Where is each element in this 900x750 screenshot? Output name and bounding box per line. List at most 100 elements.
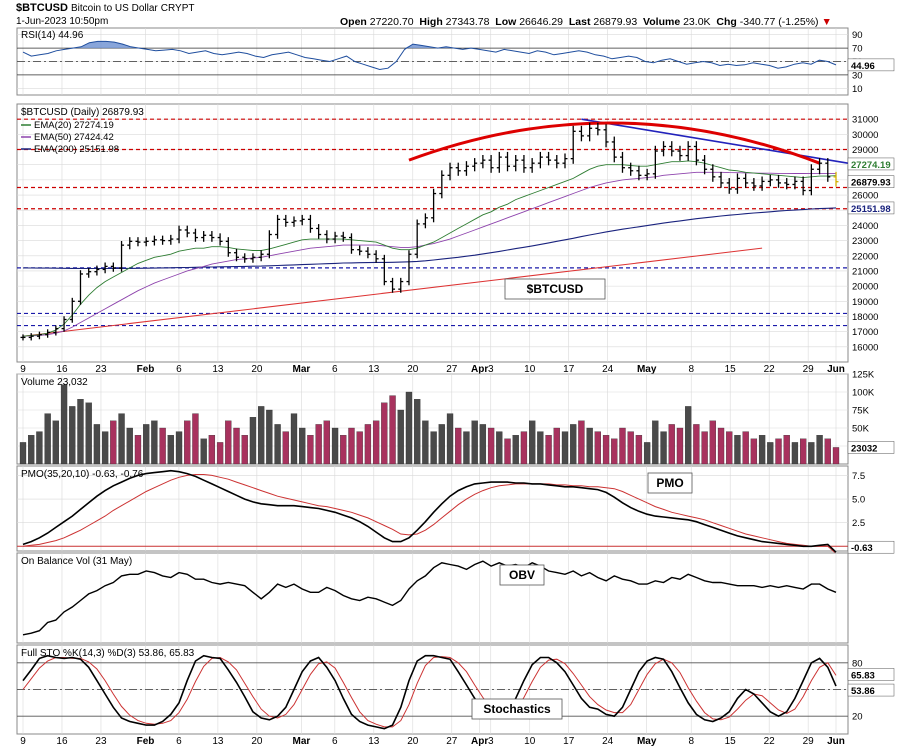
y-tick-label: 23000 [852,236,878,247]
x-tick-label: 6 [176,364,182,375]
last-price-tag: 26879.93 [851,178,891,189]
x-tick-label-bottom: 6 [176,736,182,747]
volume-bar [266,409,273,465]
price-bar [398,277,404,293]
pmo-panel [16,465,849,552]
volume-bar [274,424,281,465]
volume-bar [693,424,700,465]
y-tick-label: 30000 [852,130,878,141]
volume-bar [307,435,314,465]
x-tick-label-bottom: 6 [332,736,338,747]
volume-bar [364,424,372,465]
volume-bar [611,438,618,465]
price-bar [537,151,543,169]
y-tick-label: 70 [852,44,863,55]
x-tick-label: 24 [602,364,614,375]
x-tick-label: 20 [251,364,263,375]
pmo-box-label: PMO [656,476,683,490]
y-tick-label: 50K [852,424,870,435]
volume-bar [816,435,823,465]
price-box-label-box [504,278,606,300]
x-tick-label-bottom: May [637,736,657,747]
price-bar [808,164,814,196]
volume-bar [627,431,634,465]
y-tick-label: 22000 [852,251,878,262]
price-bar [61,316,67,332]
down-arrow-icon: ▼ [821,16,832,28]
y-tick-label: 75K [852,406,870,417]
volume-bar [824,438,831,465]
price-bar [324,230,330,244]
x-tick-label: Jun [827,364,845,375]
volume-bar [258,406,265,465]
price-bar [743,173,749,188]
price-bar [234,248,240,262]
price-bar [833,171,839,187]
y-tick-label: 90 [852,30,863,41]
volume-bar [69,406,76,465]
price-bar [817,158,823,175]
price-bar [825,158,831,182]
price-bar [307,214,313,233]
volume-bar [118,413,125,465]
price-bar [611,136,617,163]
price-bar [570,125,576,164]
volume-bar [216,442,224,465]
volume-bar [561,431,569,465]
price-bar [669,141,675,157]
volume-bar [315,424,322,465]
price-bar [381,254,387,286]
price-bar [77,270,83,305]
volume-bar [430,431,437,465]
volume-bar [438,424,445,465]
price-bar [644,168,650,181]
price-bar [800,176,806,196]
stochastics-title: Full STO %K(14,3) %D(3) 53.86, 65.83 [21,648,195,659]
rsi-line [22,40,837,71]
price-bar [283,214,289,227]
obv-line [22,560,837,636]
price-bar [135,237,141,247]
volume-last-value: 23032 [851,443,877,454]
price-bar [45,329,51,338]
y-tick-label: 16000 [852,342,878,353]
price-bar [365,247,371,259]
stochastics-d-value-box [847,668,895,681]
price-bar [628,162,634,176]
y-tick-label: 80 [852,658,863,669]
y-tick-label: 21000 [852,266,878,277]
price-bar [587,122,593,142]
price-bar [488,154,494,173]
price-bar [734,173,740,194]
price-bar [521,154,527,173]
ema50-line [22,171,836,337]
volume-bar [282,431,289,465]
volume-bar [545,435,552,465]
chart-date: 1-Jun-2023 10:50pm [16,16,109,27]
volume-bar [758,435,766,465]
volume-bar [734,435,741,465]
volume-bar [225,420,232,465]
pmo-line [22,469,837,553]
volume-bar [290,413,298,465]
rounded-top-arc [408,121,821,165]
volume-bar [463,431,470,465]
volume-bar [676,427,684,465]
obv-panel [16,552,849,644]
rsi-overbought-fill [23,41,836,49]
price-bar [554,154,560,169]
price-bar [160,235,166,245]
x-tick-label-bottom: 3 [488,736,494,747]
last-value: 26879.93 [593,16,638,28]
pmo-signal-line [22,474,837,554]
price-bar [685,141,691,161]
price-bar [143,237,149,247]
stochastics-k-line [22,654,837,730]
volume-bar [348,427,355,465]
price-bar [702,154,708,175]
volume-bar [619,427,626,465]
price-bar [759,176,765,191]
pmo-last-value: -0.63 [851,543,873,554]
volume-bar [167,435,174,465]
y-tick-label: 24000 [852,221,878,232]
